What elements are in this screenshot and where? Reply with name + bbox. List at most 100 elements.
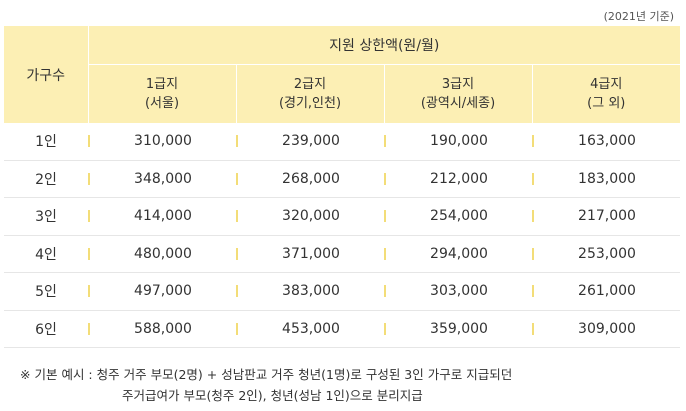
table-row: 3인 414,000 320,000 254,000 217,000 bbox=[4, 197, 681, 236]
cell-separator bbox=[384, 247, 386, 260]
value-cell: 348,000 bbox=[88, 160, 236, 198]
cell-separator bbox=[384, 322, 386, 335]
cell-separator bbox=[88, 172, 90, 185]
household-cell: 3인 bbox=[4, 197, 88, 236]
household-cell: 6인 bbox=[4, 310, 88, 348]
value-text: 480,000 bbox=[134, 245, 192, 262]
footnote-label: 기본 예시 : bbox=[34, 367, 93, 382]
value-cell: 212,000 bbox=[384, 160, 532, 198]
value-cell: 414,000 bbox=[88, 197, 236, 236]
value-cell: 497,000 bbox=[88, 272, 236, 311]
footnote-text-1: 청주 거주 부모(2명) + 성남판교 거주 청년(1명)로 구성된 3인 가구… bbox=[96, 367, 513, 382]
grade-3-region: (광역시/세종) bbox=[420, 96, 496, 111]
cell-separator bbox=[236, 172, 238, 185]
cell-separator bbox=[236, 285, 238, 298]
cell-separator bbox=[236, 210, 238, 223]
value-cell: 268,000 bbox=[236, 160, 384, 198]
value-cell: 320,000 bbox=[236, 197, 384, 236]
grade-2-region: (경기,인천) bbox=[278, 96, 342, 111]
cell-separator bbox=[236, 247, 238, 260]
cell-separator bbox=[532, 135, 534, 148]
value-cell: 588,000 bbox=[88, 310, 236, 348]
reference-mark: ※ bbox=[20, 367, 31, 382]
support-limit-header: 지원 상한액(원/월) bbox=[88, 26, 681, 65]
value-cell: 453,000 bbox=[236, 310, 384, 348]
value-cell: 239,000 bbox=[236, 123, 384, 161]
value-text: 303,000 bbox=[430, 283, 488, 300]
grade-4-header: 4급지 (그 외) bbox=[531, 64, 681, 123]
value-text: 163,000 bbox=[578, 133, 636, 150]
value-cell: 359,000 bbox=[384, 310, 532, 348]
value-cell: 190,000 bbox=[384, 123, 532, 161]
cell-separator bbox=[532, 322, 534, 335]
value-text: 254,000 bbox=[430, 208, 488, 225]
grade-4-name: 4급지 bbox=[590, 77, 623, 92]
cell-separator bbox=[384, 135, 386, 148]
value-text: 359,000 bbox=[430, 320, 488, 337]
grade-1-region: (서울) bbox=[144, 96, 180, 111]
value-text: 371,000 bbox=[282, 245, 340, 262]
cell-separator bbox=[88, 285, 90, 298]
value-text: 588,000 bbox=[134, 320, 192, 337]
table-row: 4인 480,000 371,000 294,000 253,000 bbox=[4, 235, 681, 273]
grade-1-header: 1급지 (서울) bbox=[88, 64, 236, 123]
value-cell: 480,000 bbox=[88, 235, 236, 273]
value-text: 268,000 bbox=[282, 170, 340, 187]
value-text: 348,000 bbox=[134, 170, 192, 187]
value-text: 310,000 bbox=[134, 133, 192, 150]
value-cell: 310,000 bbox=[88, 123, 236, 161]
value-cell: 309,000 bbox=[532, 310, 681, 348]
value-text: 320,000 bbox=[282, 208, 340, 225]
cell-separator bbox=[88, 210, 90, 223]
value-cell: 371,000 bbox=[236, 235, 384, 273]
footnote-line-2: 주거급여가 부모(청주 2인), 청년(성남 1인)으로 분리지급 bbox=[122, 388, 423, 403]
cell-separator bbox=[532, 247, 534, 260]
footnote: ※ 기본 예시 : 청주 거주 부모(2명) + 성남판교 거주 청년(1명)로… bbox=[20, 364, 512, 406]
footnote-line-1: ※ 기본 예시 : 청주 거주 부모(2명) + 성남판교 거주 청년(1명)로… bbox=[20, 364, 512, 385]
grade-2-name: 2급지 bbox=[293, 77, 327, 92]
cell-separator bbox=[384, 285, 386, 298]
cell-separator bbox=[88, 247, 90, 260]
household-header: 가구수 bbox=[4, 26, 89, 123]
cell-separator bbox=[384, 210, 386, 223]
grade-3-header: 3급지 (광역시/세종) bbox=[383, 64, 532, 123]
value-cell: 254,000 bbox=[384, 197, 532, 236]
value-cell: 253,000 bbox=[532, 235, 681, 273]
cell-separator bbox=[384, 172, 386, 185]
household-cell: 2인 bbox=[4, 160, 88, 198]
value-text: 217,000 bbox=[578, 208, 636, 225]
cell-separator bbox=[236, 135, 238, 148]
value-text: 497,000 bbox=[134, 283, 192, 300]
value-cell: 163,000 bbox=[532, 123, 681, 161]
grade-1-name: 1급지 bbox=[145, 77, 179, 92]
value-text: 183,000 bbox=[578, 170, 636, 187]
housing-benefit-table: 가구수 지원 상한액(원/월) 1급지 (서울) 2급지 (경기,인천) 3급지… bbox=[4, 26, 681, 348]
value-text: 383,000 bbox=[282, 283, 340, 300]
cell-separator bbox=[236, 322, 238, 335]
table-row: 1인 310,000 239,000 190,000 163,000 bbox=[4, 123, 681, 161]
table-row: 5인 497,000 383,000 303,000 261,000 bbox=[4, 272, 681, 311]
base-year-note: (2021년 기준) bbox=[603, 10, 674, 23]
value-text: 309,000 bbox=[578, 320, 636, 337]
cell-separator bbox=[532, 172, 534, 185]
value-cell: 217,000 bbox=[532, 197, 681, 236]
value-cell: 261,000 bbox=[532, 272, 681, 311]
cell-separator bbox=[532, 210, 534, 223]
cell-separator bbox=[88, 322, 90, 335]
value-text: 239,000 bbox=[282, 133, 340, 150]
value-text: 190,000 bbox=[430, 133, 488, 150]
value-cell: 294,000 bbox=[384, 235, 532, 273]
value-cell: 183,000 bbox=[532, 160, 681, 198]
table-row: 2인 348,000 268,000 212,000 183,000 bbox=[4, 160, 681, 198]
table-row: 6인 588,000 453,000 359,000 309,000 bbox=[4, 310, 681, 348]
value-text: 453,000 bbox=[282, 320, 340, 337]
household-cell: 1인 bbox=[4, 123, 88, 161]
grade-4-region: (그 외) bbox=[587, 96, 626, 111]
value-cell: 383,000 bbox=[236, 272, 384, 311]
value-cell: 303,000 bbox=[384, 272, 532, 311]
household-cell: 5인 bbox=[4, 272, 88, 311]
household-cell: 4인 bbox=[4, 235, 88, 273]
cell-separator bbox=[88, 135, 90, 148]
value-text: 414,000 bbox=[134, 208, 192, 225]
grade-3-name: 3급지 bbox=[441, 77, 475, 92]
